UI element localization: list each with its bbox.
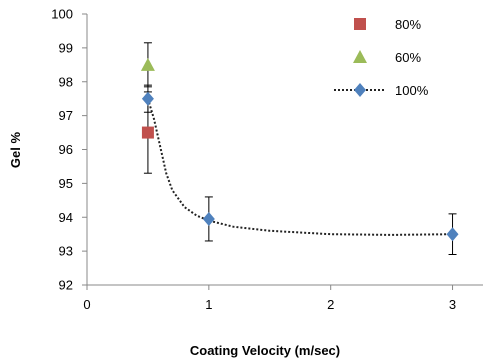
trend-line-100 — [146, 98, 453, 236]
x-tick-label: 2 — [327, 297, 334, 312]
y-tick-label: 97 — [59, 108, 73, 123]
data-point-80pct — [141, 126, 154, 139]
y-tick-label: 95 — [59, 176, 73, 191]
y-tick-label: 99 — [59, 40, 73, 55]
x-axis-title: Coating Velocity (m/sec) — [190, 343, 340, 358]
data-point-60pct — [140, 57, 155, 71]
ticks: 92 93 94 95 96 97 98 99 100 0 1 2 3 — [51, 7, 456, 313]
data-point-100pct — [202, 211, 215, 226]
x-tick-label: 3 — [449, 297, 456, 312]
y-tick-label: 93 — [59, 244, 73, 259]
legend-marker — [353, 50, 367, 63]
y-axis-title: Gel % — [8, 131, 23, 168]
legend-marker — [354, 18, 366, 30]
legend-marker — [354, 83, 366, 97]
y-tick-label: 92 — [59, 278, 73, 293]
data-point-100pct — [446, 227, 459, 242]
x-tick-label: 1 — [205, 297, 212, 312]
y-tick-label: 98 — [59, 74, 73, 89]
x-tick-label: 0 — [83, 297, 90, 312]
axes — [86, 14, 483, 286]
y-tick-label: 96 — [59, 142, 73, 157]
legend-label: 100% — [395, 83, 429, 98]
y-tick-label: 100 — [51, 7, 73, 22]
legend-label: 60% — [395, 50, 421, 65]
legend-label: 80% — [395, 17, 421, 32]
legend: 80% 60% 100% — [334, 17, 429, 98]
data-point-100pct — [141, 91, 154, 106]
series-layer — [140, 42, 459, 256]
y-tick-label: 94 — [59, 210, 73, 225]
